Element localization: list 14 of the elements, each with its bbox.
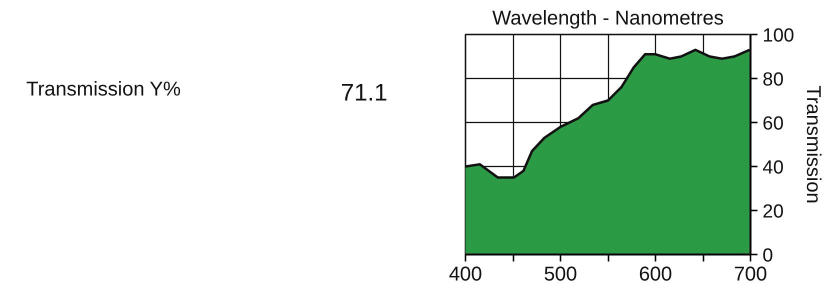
x-tick-label: 500	[544, 264, 578, 283]
y-tick-label: 0	[762, 246, 774, 266]
y-tick-label: 60	[762, 114, 784, 134]
x-tick-label: 600	[638, 264, 672, 283]
text: 71.1	[340, 80, 388, 106]
y-tick-label: 80	[762, 70, 784, 90]
chart-title: Wavelength - Nanometres	[492, 8, 724, 30]
y-tick-label: 40	[762, 158, 784, 178]
x-tick-label: 400	[448, 264, 482, 283]
y-tick-label: 20	[762, 202, 784, 222]
x-tick-label: 700	[734, 264, 768, 283]
y-tick-label: 100	[762, 26, 794, 46]
y-axis-title: Transmission	[802, 85, 824, 204]
text: Transmission Y%	[26, 78, 182, 100]
